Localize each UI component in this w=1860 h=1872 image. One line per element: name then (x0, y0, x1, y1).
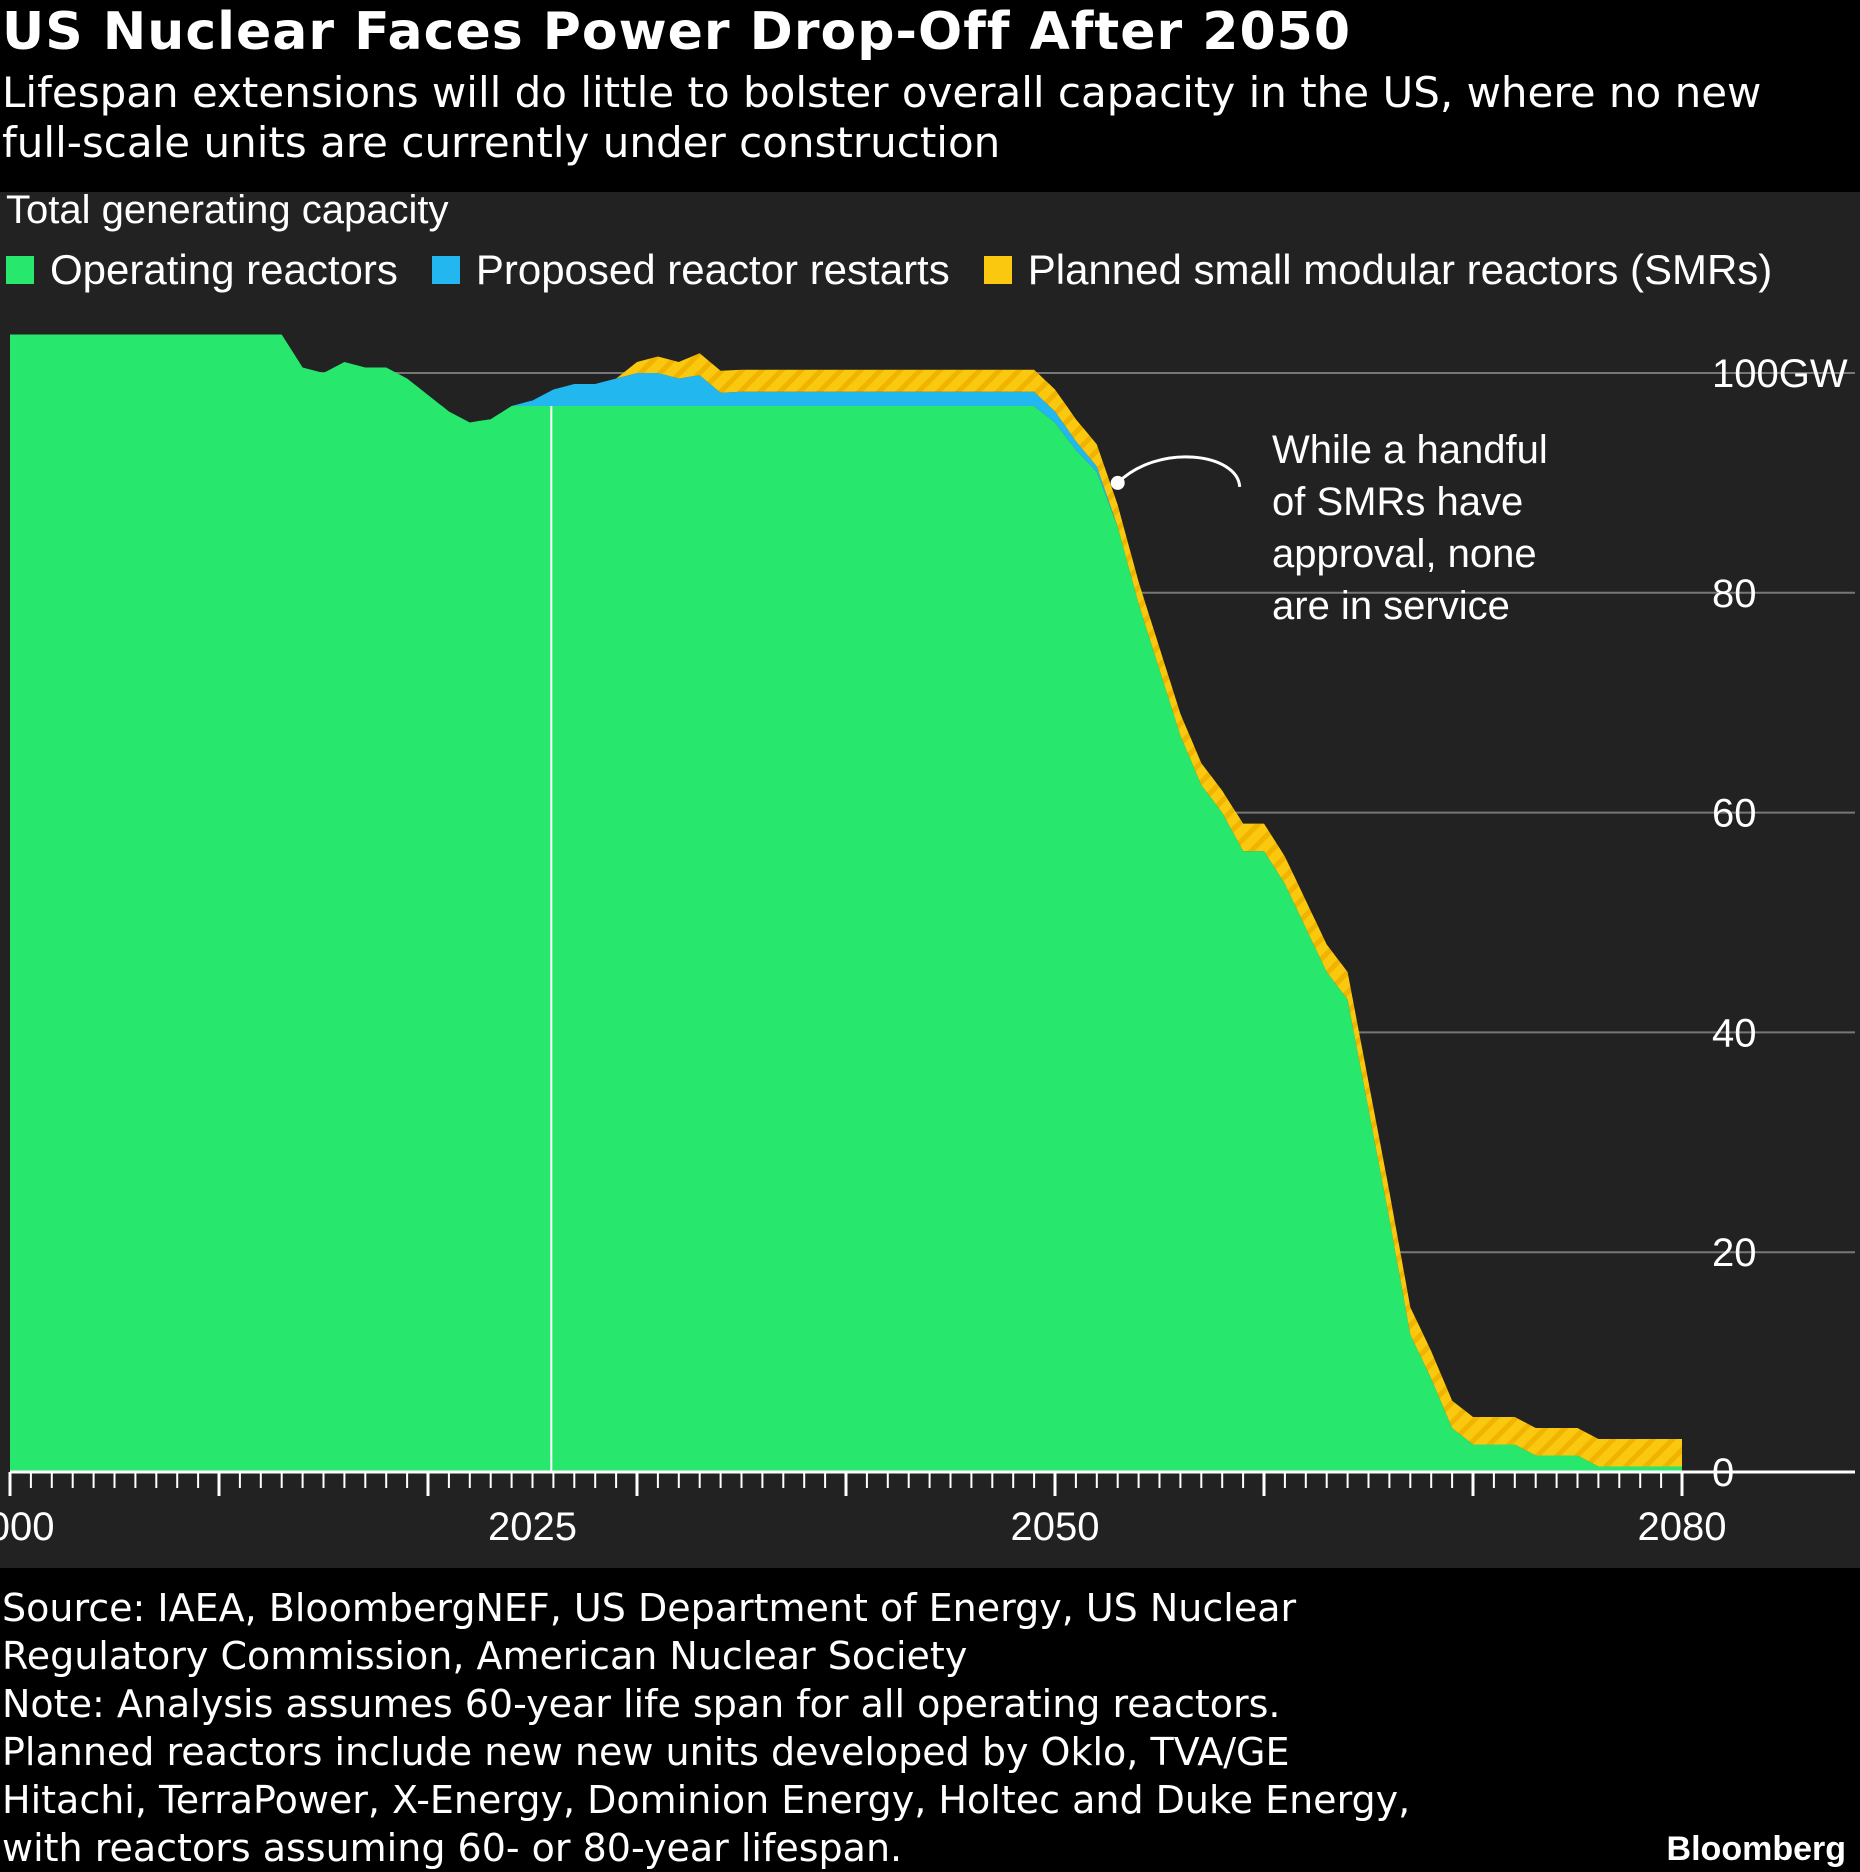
y-tick-label: 60 (1712, 792, 1757, 836)
x-tick-label: 2000 (0, 1505, 54, 1549)
x-tick-label: 2050 (1011, 1505, 1100, 1549)
annotation-text: are in service (1272, 584, 1510, 628)
legend: Operating reactors Proposed reactor rest… (6, 246, 1806, 294)
chart-title: US Nuclear Faces Power Drop-Off After 20… (2, 2, 1352, 62)
annotation-text: approval, none (1272, 532, 1537, 576)
note-line: Note: Analysis assumes 60-year life span… (2, 1682, 1281, 1726)
legend-swatch-operating (6, 256, 34, 284)
note-line: Hitachi, TerraPower, X-Energy, Dominion … (2, 1778, 1411, 1822)
annotation-text: of SMRs have (1272, 480, 1523, 524)
chart-subtitle: Lifespan extensions will do little to bo… (2, 68, 1762, 167)
note-line: with reactors assuming 60- or 80-year li… (2, 1826, 903, 1870)
annotation-connector (1116, 455, 1242, 488)
annotation: While a handful of SMRs have approval, non… (1110, 428, 1548, 628)
legend-label-smrs: Planned small modular reactors (SMRs) (1027, 246, 1773, 293)
legend-item-operating: Operating reactors (6, 246, 398, 294)
legend-label-operating: Operating reactors (50, 246, 398, 293)
bloomberg-logo: Bloomberg (1666, 1830, 1846, 1868)
area-operating-reactors (10, 334, 1682, 1472)
area-series (10, 334, 1682, 1472)
source-note: Source: IAEA, BloombergNEF, US Departmen… (2, 1584, 1562, 1872)
annotation-dot (1110, 475, 1125, 490)
legend-item-smrs: Planned small modular reactors (SMRs) (983, 246, 1773, 294)
y-tick-label: 100GW (1712, 352, 1848, 396)
x-axis: 2000 2025 2050 2080 (0, 1470, 1855, 1549)
y-tick-label: 40 (1712, 1011, 1757, 1055)
source-line: Regulatory Commission, American Nuclear … (2, 1634, 968, 1678)
y-tick-label: 20 (1712, 1231, 1757, 1275)
x-tick-label: 2025 (488, 1505, 577, 1549)
y-tick-label: 0 (1712, 1451, 1734, 1495)
source-line: Source: IAEA, BloombergNEF, US Departmen… (2, 1586, 1297, 1630)
legend-swatch-smrs (983, 256, 1012, 284)
panel-label: Total generating capacity (6, 188, 449, 232)
y-tick-label: 80 (1712, 572, 1757, 616)
annotation-text: While a handful (1272, 428, 1548, 472)
note-line: Planned reactors include new new units d… (2, 1730, 1290, 1774)
legend-swatch-restarts (431, 256, 460, 284)
legend-item-restarts: Proposed reactor restarts (431, 246, 950, 294)
legend-label-restarts: Proposed reactor restarts (475, 246, 950, 293)
x-tick-label: 2080 (1638, 1505, 1727, 1549)
y-axis-labels: 0 20 40 60 80 100GW (1712, 352, 1848, 1495)
